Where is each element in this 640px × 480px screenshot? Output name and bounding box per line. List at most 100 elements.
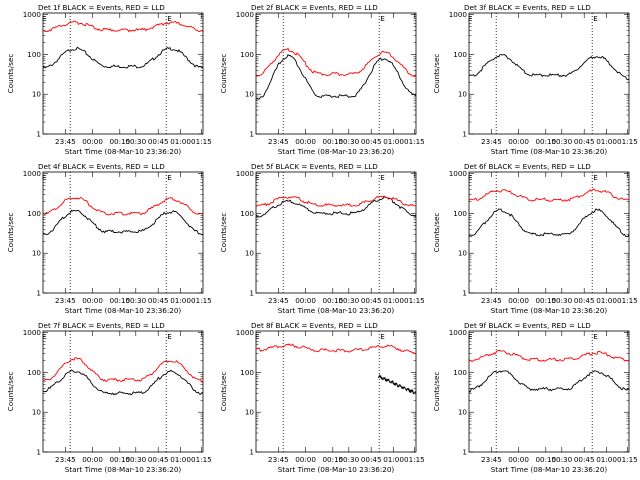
x-tick-label: 00:30	[551, 296, 572, 305]
y-tick-label: 1000	[23, 10, 42, 19]
x-tick-label: 01:00	[383, 455, 404, 464]
x-tick-label: 00:30	[551, 137, 572, 146]
y-tick-label: 100	[27, 50, 41, 59]
events-series-line	[469, 370, 629, 393]
trace-group	[256, 195, 416, 218]
panel-title: Det 2f BLACK = Events, RED = LLD	[251, 3, 378, 12]
lld-series-line	[43, 196, 203, 216]
marker-label: E	[255, 332, 260, 341]
x-tick-label: 00:30	[338, 137, 359, 146]
x-tick-label: 00:45	[574, 137, 595, 146]
y-tick-label: 100	[453, 209, 467, 218]
x-tick-label: 00:15	[535, 137, 556, 146]
y-tick-label: 10	[32, 408, 42, 417]
x-axis-label: Start Time (08-Mar-10 23:36:20)	[278, 465, 395, 474]
x-tick-label: 01:15	[191, 455, 212, 464]
y-axis-label: Counts/sec	[219, 372, 228, 412]
chart-panel: Det 1f BLACK = Events, RED = LLD 1 10 100 10…	[6, 3, 212, 156]
lld-series-line	[256, 195, 416, 207]
y-tick-label: 1000	[449, 10, 468, 19]
x-tick-label: 23:45	[55, 296, 76, 305]
plot-frame	[468, 12, 630, 135]
x-tick-label: 01:00	[383, 137, 404, 146]
marker-label: E	[380, 14, 385, 23]
y-tick-label: 1000	[23, 328, 42, 337]
marker-label: E	[167, 14, 172, 23]
plot-frame	[42, 171, 204, 294]
y-tick-label: 100	[453, 368, 467, 377]
marker-label: E	[380, 173, 385, 182]
x-tick-label: 00:45	[148, 137, 169, 146]
x-tick-label: 00:15	[535, 455, 556, 464]
marker-label: E	[255, 14, 260, 23]
chart-panel: Det 6f BLACK = Events, RED = LLD 1 10 100 10…	[432, 162, 638, 315]
x-tick-label: 00:45	[574, 455, 595, 464]
y-tick-label: 1	[36, 130, 41, 139]
y-axis-label: Counts/sec	[432, 54, 441, 94]
x-tick-label: 23:45	[481, 296, 502, 305]
x-tick-label: 01:15	[404, 455, 425, 464]
x-tick-label: 23:45	[268, 455, 289, 464]
y-tick-label: 10	[245, 249, 255, 258]
y-tick-label: 1000	[236, 169, 255, 178]
y-tick-label: 10	[32, 90, 42, 99]
chart-panel: Det 9f BLACK = Events, RED = LLD 1 10 100 10…	[432, 321, 638, 474]
x-tick-label: 00:45	[148, 296, 169, 305]
x-tick-label: 00:45	[148, 455, 169, 464]
x-tick-label: 00:45	[361, 455, 382, 464]
y-tick-label: 100	[240, 209, 254, 218]
y-tick-label: 10	[245, 408, 255, 417]
plot-frame	[255, 12, 417, 135]
events-series-line	[469, 54, 629, 81]
y-axis-label: Counts/sec	[6, 372, 15, 412]
marker-label: E	[42, 332, 47, 341]
panel-title: Det 4f BLACK = Events, RED = LLD	[38, 162, 165, 171]
y-axis-label: Counts/sec	[6, 213, 15, 253]
y-tick-label: 1	[249, 130, 254, 139]
y-tick-label: 100	[27, 368, 41, 377]
x-tick-label: 00:00	[82, 137, 103, 146]
x-tick-label: 01:15	[617, 455, 638, 464]
trace-group	[43, 357, 203, 396]
events-series-line	[43, 209, 203, 236]
x-tick-label: 00:45	[574, 296, 595, 305]
events-series-line	[256, 54, 416, 100]
chart-panel: Det 8f BLACK = Events, RED = LLD 1 10 100 10…	[219, 321, 425, 474]
plot-frame	[468, 171, 630, 294]
x-tick-label: 23:45	[55, 137, 76, 146]
x-tick-label: 00:00	[508, 455, 529, 464]
panel-title: Det 1f BLACK = Events, RED = LLD	[38, 3, 165, 12]
x-tick-label: 23:45	[268, 296, 289, 305]
y-tick-label: 1	[462, 448, 467, 457]
x-tick-label: 01:15	[404, 137, 425, 146]
x-tick-label: 00:30	[125, 137, 146, 146]
x-tick-label: 01:00	[170, 137, 191, 146]
x-axis-label: Start Time (08-Mar-10 23:36:20)	[491, 306, 608, 315]
chart-panel: Det 4f BLACK = Events, RED = LLD 1 10 100 10…	[6, 162, 212, 315]
trace-group	[256, 47, 416, 100]
trace-group	[43, 196, 203, 236]
trace-group	[43, 20, 203, 69]
x-tick-label: 01:15	[404, 296, 425, 305]
lld-series-line	[469, 349, 629, 362]
x-tick-label: 00:15	[109, 296, 130, 305]
y-axis-label: Counts/sec	[432, 213, 441, 253]
x-tick-label: 23:45	[481, 137, 502, 146]
x-axis-label: Start Time (08-Mar-10 23:36:20)	[65, 306, 182, 315]
panel-title: Det 8f BLACK = Events, RED = LLD	[251, 321, 378, 330]
x-tick-label: 00:15	[109, 137, 130, 146]
plot-frame	[42, 12, 204, 135]
x-tick-label: 00:15	[322, 296, 343, 305]
marker-label: E	[468, 173, 473, 182]
lld-series-line	[256, 343, 416, 355]
x-tick-label: 00:30	[125, 296, 146, 305]
y-tick-label: 1	[36, 289, 41, 298]
events-series-line	[43, 369, 203, 396]
y-tick-label: 100	[240, 50, 254, 59]
plot-frame	[255, 330, 417, 453]
x-tick-label: 00:15	[322, 137, 343, 146]
x-tick-label: 00:45	[361, 296, 382, 305]
x-axis-label: Start Time (08-Mar-10 23:36:20)	[278, 147, 395, 156]
